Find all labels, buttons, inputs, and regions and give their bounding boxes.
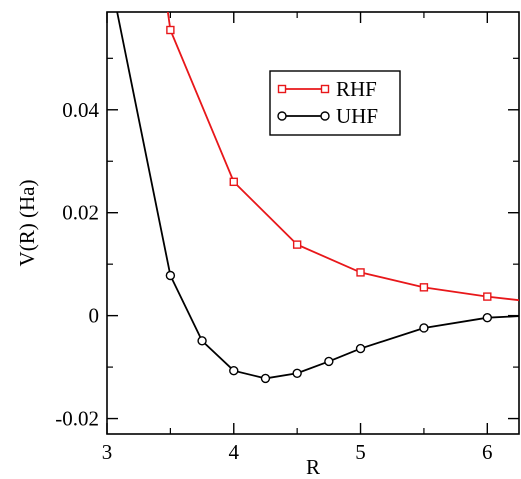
series-line-rhf <box>166 12 519 302</box>
data-point-uhf <box>197 336 207 346</box>
data-point-rhf <box>483 292 492 301</box>
x-tick-label: 3 <box>102 440 113 464</box>
data-point-rhf <box>419 283 429 292</box>
legend-label-rhf: RHF <box>336 77 377 101</box>
y-axis-label: V(R) (Ha) <box>15 180 39 267</box>
data-point-uhf <box>355 343 366 354</box>
data-point-uhf <box>165 270 176 281</box>
plot-frame <box>106 11 520 435</box>
series-layer <box>116 12 519 384</box>
data-point-uhf <box>229 366 239 376</box>
legend-box <box>269 70 401 136</box>
legend-marker-uhf <box>320 111 330 121</box>
legend: RHF UHF <box>269 70 401 136</box>
data-point-uhf <box>419 323 429 333</box>
data-point-rhf <box>356 268 365 277</box>
data-point-rhf <box>292 240 302 249</box>
data-point-uhf <box>292 368 302 378</box>
y-tick-label: -0.02 <box>55 407 99 431</box>
data-point-rhf <box>166 25 175 35</box>
x-tick-label: 6 <box>482 440 493 464</box>
series-line-uhf <box>116 12 519 380</box>
legend-label-uhf: UHF <box>336 104 378 128</box>
y-tick-label: 0 <box>89 304 100 328</box>
data-point-uhf <box>482 312 493 323</box>
data-point-rhf <box>229 177 238 187</box>
x-tick-label: 5 <box>355 440 366 464</box>
y-tick-label: 0.02 <box>62 201 99 225</box>
data-point-uhf <box>324 356 334 367</box>
series-uhf <box>116 12 519 384</box>
legend-marker-rhf <box>320 84 330 94</box>
x-axis-label: R <box>306 455 320 479</box>
legend-entry-rhf: RHF <box>277 77 377 101</box>
legend-marker-rhf <box>277 84 287 94</box>
data-point-uhf <box>260 373 271 384</box>
y-tick-label: 0.04 <box>62 98 99 122</box>
series-rhf <box>166 12 519 302</box>
legend-marker-uhf <box>277 111 287 121</box>
legend-entry-uhf: UHF <box>277 104 378 128</box>
x-tick-label: 4 <box>229 440 240 464</box>
